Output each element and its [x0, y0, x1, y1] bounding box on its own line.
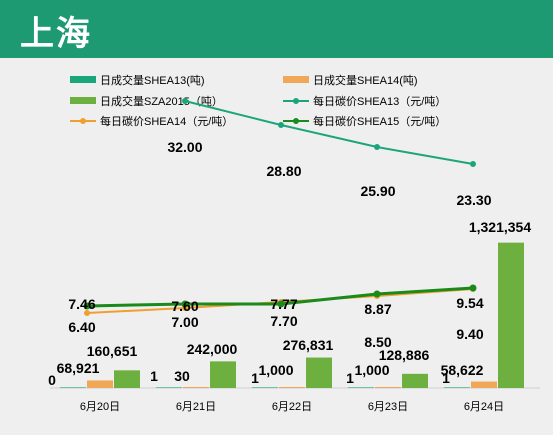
bar-label-1-4: 58,622 — [441, 362, 484, 378]
legend-marker-4 — [80, 118, 86, 124]
legend-swatch-0 — [70, 76, 96, 83]
legend-swatch-2 — [70, 97, 96, 104]
x-tick-label-0: 6月20日 — [80, 401, 120, 413]
line-point-2-4 — [469, 284, 477, 292]
line-point-0-1 — [182, 98, 188, 104]
line-point-0-2 — [278, 122, 284, 128]
line-label-2-0: 7.46 — [68, 296, 95, 312]
legend-label-1: 日成交量SHEA14(吨) — [313, 73, 418, 87]
legend-label-2: 日成交量SZA2015（吨） — [100, 94, 223, 108]
bar-1-4 — [471, 381, 497, 388]
line-label-0-1: 32.00 — [167, 139, 202, 155]
line-label-1-4: 9.40 — [456, 326, 483, 342]
bar-2-4 — [498, 242, 524, 388]
header-banner: 上海 — [0, 0, 553, 58]
bar-label-1-2: 1,000 — [258, 362, 293, 378]
bar-0-2 — [252, 387, 278, 388]
bar-label-2-2: 276,831 — [283, 337, 334, 353]
line-label-2-4: 9.54 — [456, 295, 483, 311]
bar-label-2-1: 242,000 — [187, 341, 238, 357]
line-point-2-0 — [83, 302, 91, 310]
line-point-0-3 — [374, 144, 380, 150]
page-title: 上海 — [20, 14, 92, 54]
bar-0-4 — [444, 387, 470, 388]
line-label-1-0: 6.40 — [68, 319, 95, 335]
line-label-1-1: 7.00 — [171, 314, 198, 330]
line-point-0-4 — [470, 161, 476, 167]
bar-1-3 — [375, 387, 401, 388]
x-tick-label-3: 6月23日 — [368, 401, 408, 413]
x-tick-label-1: 6月21日 — [176, 401, 216, 413]
legend-swatch-1 — [283, 76, 309, 83]
bar-label-2-0: 160,651 — [87, 343, 138, 359]
bar-label-0-0: 0 — [48, 372, 56, 388]
bar-label-2-3: 128,886 — [379, 347, 430, 363]
x-tick-label-2: 6月22日 — [272, 401, 312, 413]
line-label-2-2: 7.77 — [270, 296, 297, 312]
line-label-2-1: 7.60 — [171, 298, 198, 314]
bar-1-0 — [87, 380, 113, 388]
x-tick-label-4: 6月24日 — [464, 401, 504, 413]
bar-label-0-2: 1 — [251, 370, 259, 386]
bar-0-1 — [156, 387, 182, 388]
bar-2-0 — [114, 370, 140, 388]
line-point-2-3 — [373, 290, 381, 298]
chart-area: 日成交量SHEA13(吨) 日成交量SHEA14(吨) 日成交量SZA2015（吨）… — [0, 58, 553, 430]
bar-0-3 — [348, 387, 374, 388]
bar-1-2 — [279, 387, 305, 388]
line-label-0-4: 23.30 — [456, 192, 491, 208]
line-label-0-2: 28.80 — [266, 163, 301, 179]
legend-marker-3 — [293, 98, 299, 104]
legend-label-4: 每日碳价SHEA14（元/吨） — [100, 114, 233, 128]
chart-svg: 日成交量SHEA13(吨) 日成交量SHEA14(吨) 日成交量SZA2015（吨）… — [48, 73, 540, 413]
bar-2-2 — [306, 357, 332, 388]
bar-label-0-4: 1 — [442, 370, 450, 386]
bar-label-0-3: 1 — [346, 370, 354, 386]
bar-0-0 — [60, 387, 86, 388]
line-label-0-3: 25.90 — [360, 183, 395, 199]
line-label-2-3: 8.87 — [364, 301, 391, 317]
bar-label-1-0: 68,921 — [57, 360, 100, 376]
bar-2-1 — [210, 361, 236, 388]
legend-label-0: 日成交量SHEA13(吨) — [100, 73, 205, 87]
line-point-1-0 — [84, 310, 90, 316]
line-label-1-3: 8.50 — [364, 334, 391, 350]
bar-2-3 — [402, 373, 428, 388]
line-series-0 — [184, 100, 474, 165]
line-point-2-2 — [277, 300, 285, 308]
line-point-2-1 — [181, 300, 189, 308]
bar-label-2-4: 1,321,354 — [469, 219, 531, 235]
legend-label-3: 每日碳价SHEA13（元/吨） — [313, 94, 446, 108]
bar-1-1 — [183, 387, 209, 388]
line-label-1-2: 7.70 — [270, 313, 297, 329]
bar-label-0-1: 1 — [150, 368, 158, 384]
legend-marker-5 — [293, 118, 299, 124]
bar-label-1-3: 1,000 — [354, 362, 389, 378]
bar-label-1-1: 30 — [174, 368, 190, 384]
legend-label-5: 每日碳价SHEA15（元/吨） — [313, 114, 446, 128]
